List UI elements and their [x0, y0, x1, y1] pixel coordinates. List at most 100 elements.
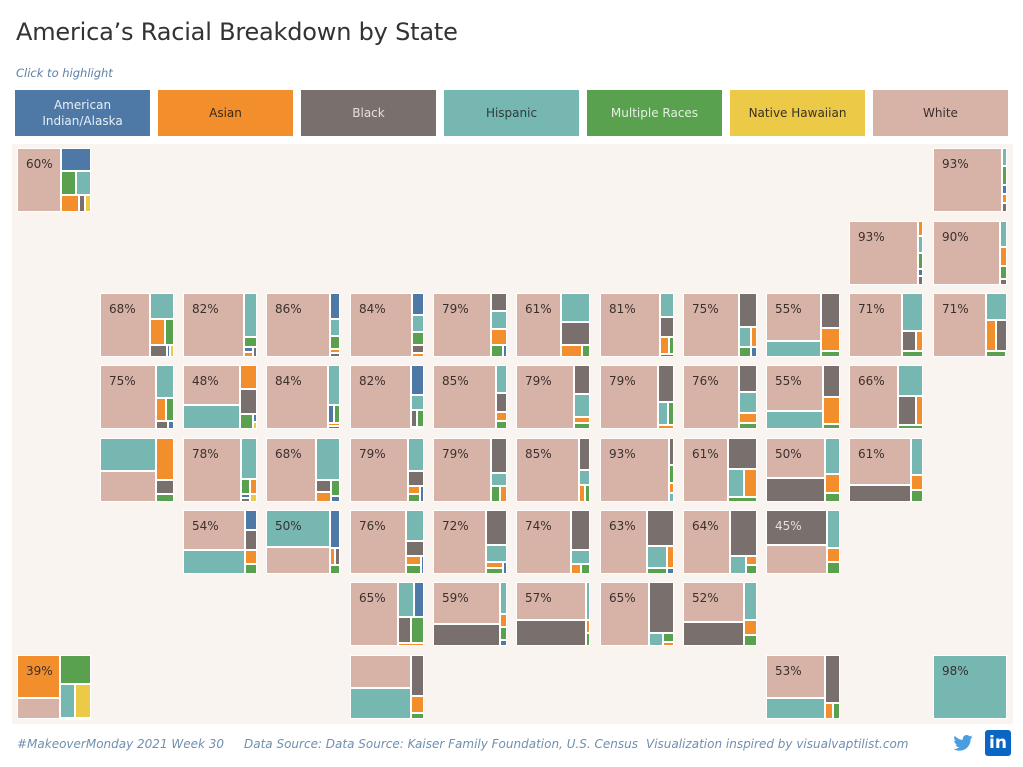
treemap-cell-hispanic[interactable]	[240, 438, 257, 479]
treemap-cell-black[interactable]	[648, 582, 674, 634]
state-tile[interactable]: 76%	[683, 365, 757, 429]
treemap-cell-asian[interactable]	[491, 328, 507, 345]
state-tile[interactable]: 82%	[183, 293, 257, 357]
state-tile[interactable]: 68%	[100, 293, 174, 357]
treemap-cell-asian[interactable]	[329, 348, 340, 354]
treemap-cell-multi[interactable]	[820, 350, 840, 357]
treemap-cell-hispanic[interactable]	[826, 510, 840, 549]
treemap-cell-asian[interactable]	[330, 548, 335, 566]
state-tile[interactable]: 79%	[433, 293, 507, 357]
treemap-cell-white[interactable]	[683, 365, 740, 429]
treemap-cell-asian[interactable]	[495, 412, 507, 421]
treemap-cell-aian[interactable]	[413, 582, 424, 618]
treemap-cell-white[interactable]	[849, 293, 902, 357]
treemap-cell-black[interactable]	[516, 620, 587, 646]
treemap-cell-white[interactable]	[266, 438, 317, 502]
treemap-cell-asian[interactable]	[316, 491, 332, 502]
treemap-cell-hispanic[interactable]	[316, 438, 340, 480]
state-tile[interactable]: 55%	[766, 293, 840, 357]
treemap-cell-aian[interactable]	[166, 345, 171, 357]
treemap-cell-white[interactable]	[183, 510, 246, 550]
treemap-cell-multi[interactable]	[243, 336, 257, 347]
treemap-cell-black[interactable]	[766, 510, 827, 546]
treemap-cell-aian[interactable]	[503, 344, 507, 357]
treemap-cell-white[interactable]	[183, 365, 240, 405]
treemap-cell-multi[interactable]	[739, 423, 757, 429]
treemap-cell-asian[interactable]	[561, 344, 582, 357]
treemap-cell-hispanic[interactable]	[917, 236, 923, 253]
treemap-cell-asian[interactable]	[739, 413, 757, 424]
treemap-cell-black[interactable]	[329, 353, 340, 357]
treemap-cell-black[interactable]	[901, 331, 917, 351]
treemap-cell-black[interactable]	[328, 425, 340, 429]
treemap-cell-black[interactable]	[412, 344, 424, 354]
treemap-cell-hispanic[interactable]	[408, 438, 424, 472]
state-tile[interactable]: 45%	[766, 510, 840, 574]
treemap-cell-hispanic[interactable]	[183, 404, 240, 429]
treemap-cell-hispanic[interactable]	[495, 365, 507, 394]
treemap-cell-black[interactable]	[252, 346, 257, 357]
state-tile[interactable]: 55%	[766, 365, 840, 429]
treemap-cell-hispanic[interactable]	[659, 293, 674, 317]
treemap-cell-black[interactable]	[578, 438, 590, 470]
treemap-cell-asian[interactable]	[911, 475, 923, 491]
treemap-cell-hispanic[interactable]	[266, 510, 331, 548]
treemap-cell-multi[interactable]	[330, 565, 340, 574]
treemap-cell-multi[interactable]	[581, 344, 590, 357]
state-tile[interactable]: 85%	[433, 365, 507, 429]
treemap-cell-nhpi[interactable]	[170, 345, 174, 357]
treemap-cell-hispanic[interactable]	[933, 655, 1007, 719]
state-tile[interactable]: 65%	[350, 582, 424, 646]
state-tile[interactable]: 52%	[683, 582, 757, 646]
treemap-cell-aian[interactable]	[420, 486, 424, 502]
visualcapitalist-link[interactable]: visualvaptilist.com	[796, 737, 909, 751]
state-tile[interactable]: 57%	[516, 582, 590, 646]
treemap-cell-black[interactable]	[316, 479, 332, 492]
treemap-cell-hispanic[interactable]	[728, 468, 745, 497]
treemap-cell-asian[interactable]	[406, 556, 422, 566]
treemap-cell-asian[interactable]	[150, 318, 166, 346]
treemap-cell-multi[interactable]	[584, 485, 590, 502]
treemap-cell-asian[interactable]	[745, 556, 757, 566]
treemap-cell-white[interactable]	[849, 438, 912, 486]
treemap-cell-multi[interactable]	[495, 420, 507, 429]
treemap-cell-multi[interactable]	[911, 490, 923, 502]
treemap-cell-black[interactable]	[659, 316, 674, 338]
treemap-cell-multi[interactable]	[61, 171, 77, 196]
legend-button-native-hawaiian[interactable]: Native Hawaiian	[730, 90, 865, 136]
treemap-cell-asian[interactable]	[500, 486, 507, 502]
treemap-cell-black[interactable]	[728, 438, 757, 469]
treemap-cell-white[interactable]	[350, 365, 411, 429]
treemap-cell-aian[interactable]	[328, 405, 335, 423]
treemap-cell-white[interactable]	[600, 438, 669, 502]
treemap-cell-black[interactable]	[491, 438, 507, 474]
treemap-cell-black[interactable]	[995, 319, 1007, 351]
treemap-cell-hispanic[interactable]	[410, 395, 424, 411]
treemap-cell-white[interactable]	[600, 510, 647, 574]
treemap-cell-multi[interactable]	[999, 265, 1007, 279]
treemap-cell-hispanic[interactable]	[329, 318, 340, 336]
treemap-cell-aian[interactable]	[917, 269, 923, 277]
treemap-cell-asian[interactable]	[985, 319, 996, 351]
treemap-cell-white[interactable]	[266, 547, 331, 574]
treemap-cell-black[interactable]	[240, 498, 251, 502]
treemap-cell-multi[interactable]	[1001, 165, 1007, 186]
state-tile[interactable]: 71%	[933, 293, 1007, 357]
treemap-cell-multi[interactable]	[245, 564, 257, 574]
treemap-cell-multi[interactable]	[156, 493, 174, 502]
treemap-cell-multi[interactable]	[334, 405, 340, 423]
treemap-cell-black[interactable]	[561, 321, 590, 345]
treemap-cell-white[interactable]	[350, 655, 411, 689]
treemap-cell-multi[interactable]	[581, 563, 590, 574]
treemap-cell-asian[interactable]	[668, 483, 674, 494]
treemap-cell-asian[interactable]	[659, 337, 669, 355]
treemap-cell-black[interactable]	[668, 438, 674, 465]
treemap-cell-asian[interactable]	[917, 221, 923, 237]
treemap-cell-white[interactable]	[433, 582, 500, 624]
treemap-cell-black[interactable]	[398, 617, 412, 644]
treemap-cell-hispanic[interactable]	[985, 293, 1007, 320]
state-tile[interactable]: 93%	[849, 221, 923, 285]
treemap-cell-asian[interactable]	[243, 351, 253, 357]
treemap-cell-aian[interactable]	[751, 347, 757, 357]
treemap-cell-black[interactable]	[334, 548, 340, 566]
